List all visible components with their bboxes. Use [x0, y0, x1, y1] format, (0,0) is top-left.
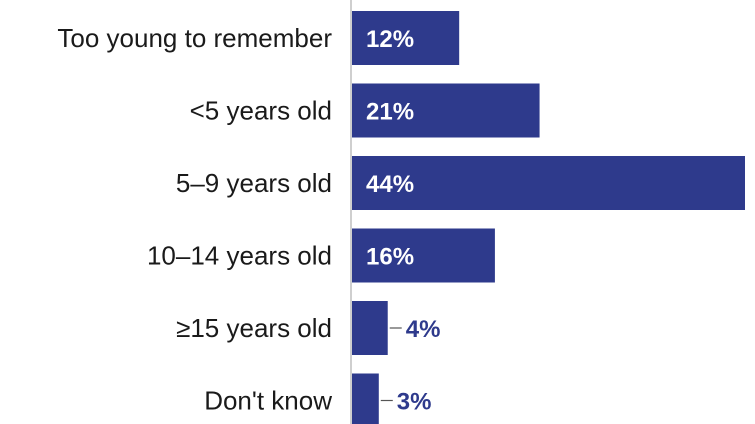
bar-row: Too young to remember 12%: [57, 11, 460, 65]
bar: [352, 373, 379, 424]
category-label: Too young to remember: [57, 23, 332, 53]
value-label: 21%: [366, 99, 414, 126]
value-label: 4%: [406, 316, 441, 343]
bar-row: 10–14 years old 16%: [147, 228, 495, 283]
bar-row: Don't know 3%: [204, 373, 432, 424]
bar: [352, 83, 540, 138]
bar: [352, 301, 388, 355]
bar-row: 5–9 years old 44%: [176, 156, 745, 210]
category-label: ≥15 years old: [176, 313, 332, 343]
bar: [352, 156, 745, 210]
value-label: 16%: [366, 244, 414, 271]
bar: [352, 228, 495, 283]
bars-group: Too young to remember 12% <5 years old 21% 5…: [57, 11, 745, 424]
category-label: 10–14 years old: [147, 241, 332, 271]
bar-row: ≥15 years old 4%: [176, 301, 440, 355]
bar-row: <5 years old 21%: [190, 83, 540, 138]
bar: [352, 11, 460, 65]
value-label: 3%: [397, 389, 432, 416]
value-label: 44%: [366, 171, 414, 198]
value-label: 12%: [366, 26, 414, 53]
category-label: 5–9 years old: [176, 168, 332, 198]
category-label: Don't know: [204, 386, 332, 416]
category-label: <5 years old: [190, 96, 332, 126]
